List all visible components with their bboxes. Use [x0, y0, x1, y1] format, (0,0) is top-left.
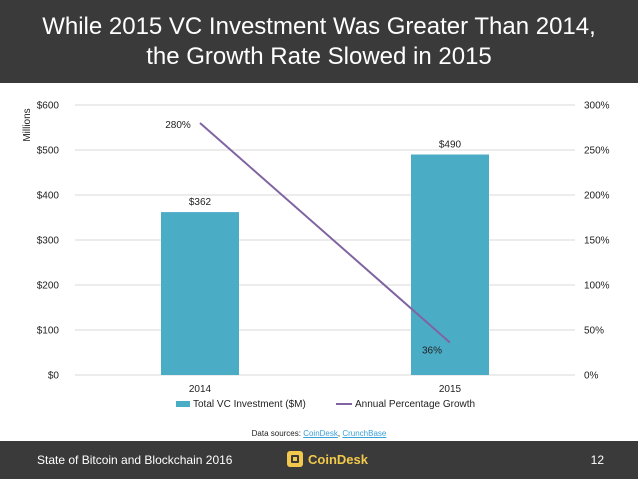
title-bar: While 2015 VC Investment Was Greater Tha…	[0, 0, 638, 83]
y-tick-label: $0	[48, 371, 60, 382]
sources-prefix: Data sources:	[251, 429, 304, 438]
y-tick-label: $100	[37, 326, 60, 337]
x-axis-ticks: 2014 2015	[189, 384, 462, 395]
y-tick-label: $200	[37, 281, 60, 292]
legend-line-label: Annual Percentage Growth	[355, 399, 475, 410]
right-axis-ticks: 0% 50% 100% 150% 200% 250% 300%	[584, 101, 610, 382]
coindesk-logo: CoinDesk	[287, 451, 368, 467]
footer: State of Bitcoin and Blockchain 2016 Coi…	[0, 441, 638, 479]
y-axis-label: Millions	[22, 108, 33, 141]
y2-tick-label: 200%	[584, 191, 610, 202]
line-data-label: 280%	[165, 120, 191, 131]
page-number: 12	[590, 453, 604, 467]
x-tick-label: 2014	[189, 384, 212, 395]
y2-tick-label: 300%	[584, 101, 610, 112]
y-tick-label: $300	[37, 236, 60, 247]
y2-tick-label: 50%	[584, 326, 604, 337]
data-sources: Data sources: CoinDesk, CrunchBase	[0, 429, 638, 438]
left-axis-ticks: $0 $100 $200 $300 $400 $500 $600	[37, 101, 60, 382]
growth-line: 280% 36%	[165, 120, 451, 357]
legend-bar-label: Total VC Investment ($M)	[193, 399, 306, 410]
line-data-label: 36%	[422, 346, 442, 357]
coindesk-link[interactable]: CoinDesk	[303, 429, 338, 438]
bar	[411, 154, 489, 375]
bar-data-label: $490	[439, 140, 462, 151]
y-tick-label: $600	[37, 101, 60, 112]
crunchbase-link[interactable]: CrunchBase	[342, 429, 387, 438]
x-tick-label: 2015	[439, 384, 462, 395]
coindesk-logo-icon	[287, 451, 303, 467]
gridlines	[75, 104, 575, 376]
bar	[161, 212, 239, 375]
y2-tick-label: 250%	[584, 146, 610, 157]
footer-title: State of Bitcoin and Blockchain 2016	[37, 453, 233, 467]
sources-separator: ,	[337, 429, 343, 438]
chart: $0 $100 $200 $300 $400 $500 $600 0% 50% 100% 150%…	[22, 101, 610, 411]
legend-bar-swatch	[176, 401, 190, 407]
coindesk-logo-text: CoinDesk	[308, 451, 368, 467]
page-title-line-1: While 2015 VC Investment Was Greater Tha…	[42, 12, 596, 40]
legend: Total VC Investment ($M) Annual Percentag…	[176, 399, 475, 410]
page-title-line-2: the Growth Rate Slowed in 2015	[146, 42, 492, 70]
y2-tick-label: 150%	[584, 236, 610, 247]
growth-line-path	[199, 122, 451, 344]
bars: $362 $490	[161, 140, 489, 375]
y2-tick-label: 100%	[584, 281, 610, 292]
y-tick-label: $400	[37, 191, 60, 202]
y-tick-label: $500	[37, 146, 60, 157]
bar-data-label: $362	[189, 197, 212, 208]
y2-tick-label: 0%	[584, 371, 599, 382]
